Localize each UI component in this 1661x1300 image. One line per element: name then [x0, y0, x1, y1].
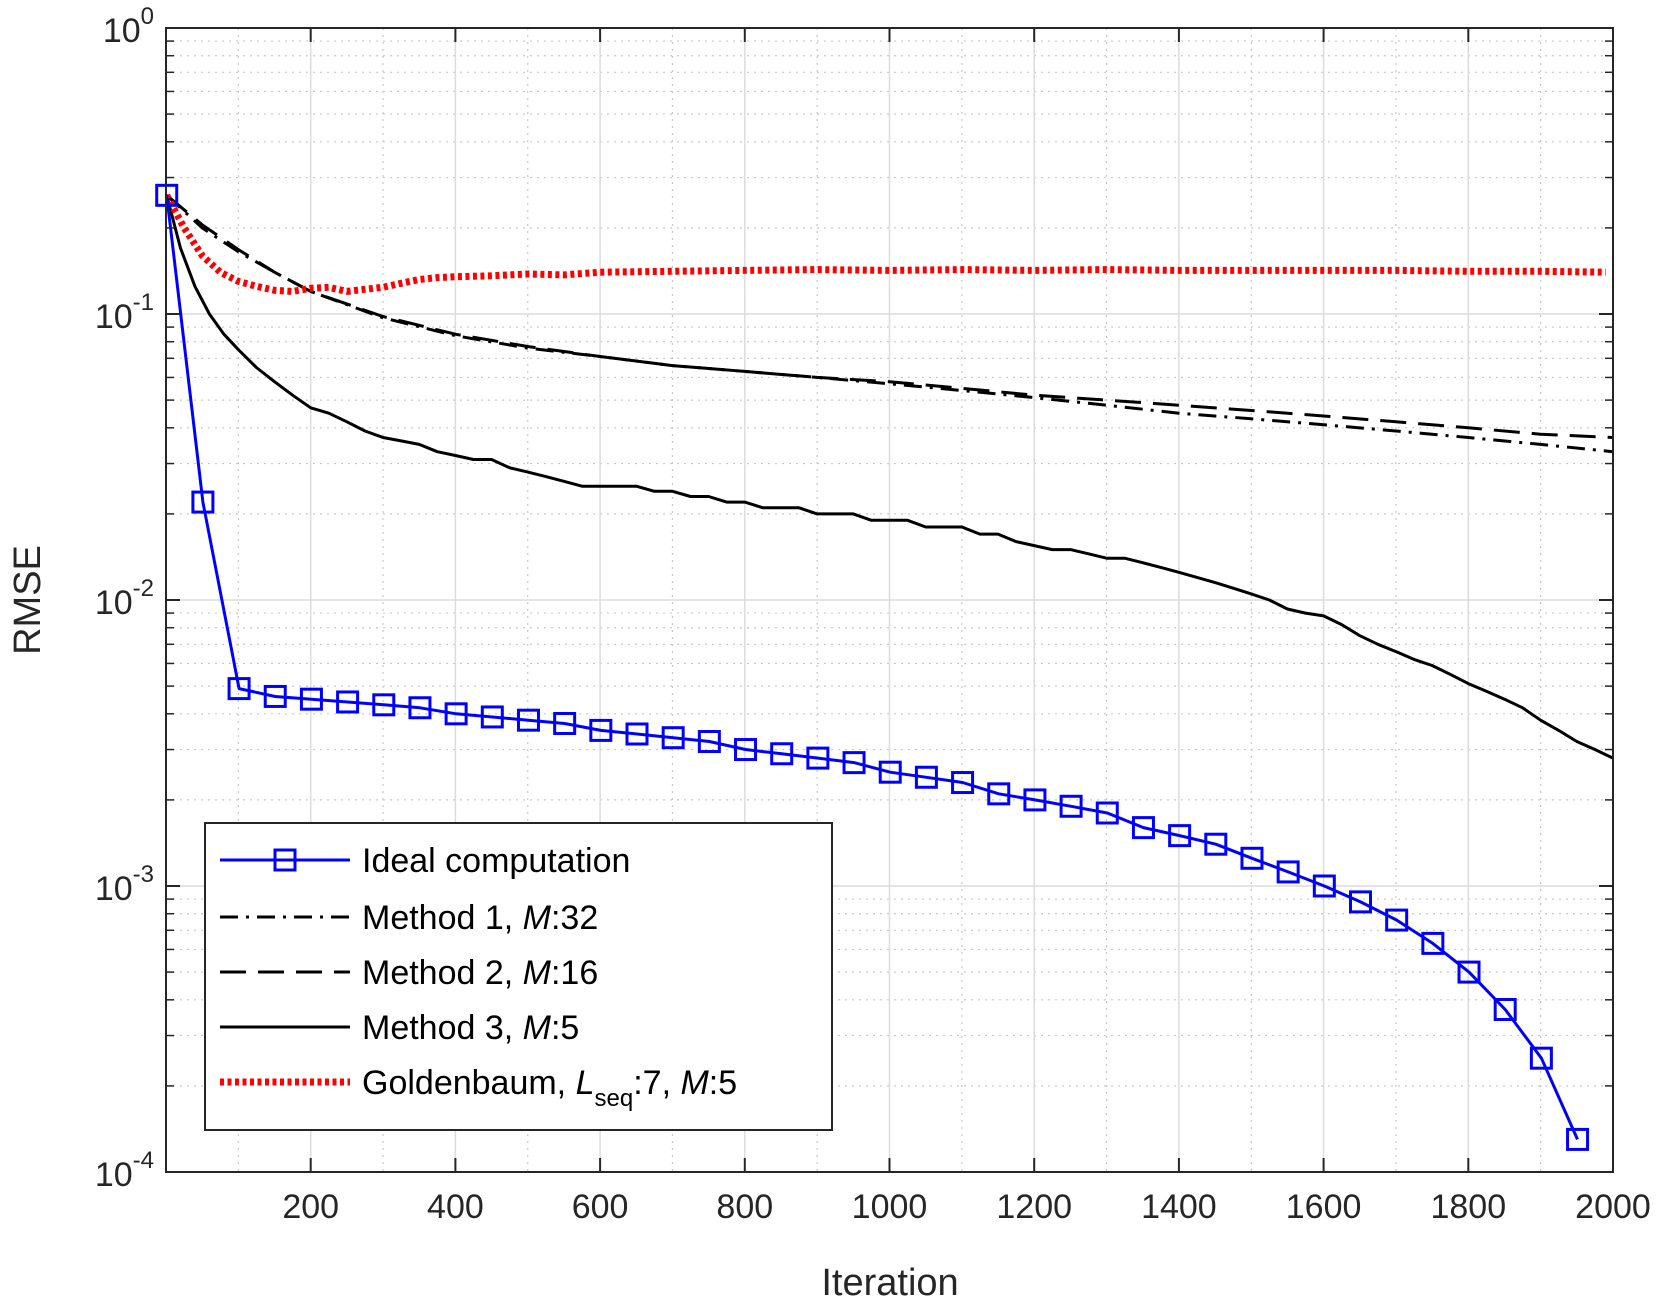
data-point-ideal	[1457, 960, 1481, 984]
data-point-ideal	[1168, 824, 1192, 848]
legend-samples	[220, 848, 350, 1086]
data-point-ideal	[1276, 860, 1300, 884]
legend-label-goldenbaum: Goldenbaum, Lseq:7, M:5	[362, 1064, 737, 1112]
data-point-ideal	[951, 771, 975, 795]
data-point-ideal	[661, 726, 685, 750]
data-point-ideal	[878, 760, 902, 784]
data-point-ideal	[444, 702, 468, 726]
y-tick-label: 10-2	[95, 575, 154, 622]
data-point-ideal	[914, 765, 938, 789]
data-point-ideal	[1095, 801, 1119, 825]
x-axis-label: Iteration	[821, 1262, 958, 1300]
legend-label-method-3: Method 3, M:5	[362, 1009, 579, 1047]
y-tick-label: 10-4	[95, 1147, 154, 1194]
x-tick-label: 400	[427, 1188, 484, 1226]
data-point-ideal	[227, 677, 251, 701]
y-tick-label: 100	[103, 3, 154, 50]
series-line-ideal	[166, 195, 1579, 1141]
series-layer	[155, 183, 1613, 1151]
y-tick-label: 10-3	[95, 861, 154, 908]
data-point-ideal	[1312, 874, 1336, 898]
x-tick-label: 1200	[996, 1188, 1072, 1226]
data-point-ideal	[1131, 816, 1155, 840]
data-point-ideal	[372, 693, 396, 717]
x-tick-label: 800	[716, 1188, 773, 1226]
data-point-ideal	[1059, 794, 1083, 818]
series-line-method-3	[166, 194, 1613, 760]
data-point-ideal	[1566, 1127, 1590, 1151]
legend-label-ideal: Ideal computation	[362, 842, 630, 880]
data-point-ideal	[1348, 890, 1372, 914]
data-point-ideal	[806, 746, 830, 770]
series-line-method-2	[166, 194, 1613, 439]
data-point-ideal	[1204, 832, 1228, 856]
data-point-ideal	[1529, 1046, 1553, 1070]
data-point-ideal	[553, 711, 577, 735]
y-axis-label: RMSE	[7, 545, 49, 655]
data-point-ideal	[299, 687, 323, 711]
series-line-goldenbaum	[166, 193, 1606, 295]
data-point-ideal	[1493, 997, 1517, 1021]
data-point-ideal	[589, 718, 613, 742]
x-tick-label: 1400	[1141, 1188, 1217, 1226]
data-point-ideal	[263, 684, 287, 708]
y-tick-label: 10-1	[95, 289, 154, 336]
x-tick-label: 1000	[852, 1188, 928, 1226]
legend-marker-ideal	[273, 848, 297, 872]
x-tick-label: 200	[282, 1188, 339, 1226]
data-point-ideal	[1023, 788, 1047, 812]
data-point-ideal	[987, 782, 1011, 806]
data-point-ideal	[842, 751, 866, 775]
legend: Ideal computation Method 1, M:32 Method …	[204, 822, 833, 1131]
data-point-ideal	[625, 722, 649, 746]
data-point-ideal	[336, 690, 360, 714]
x-tick-label: 2000	[1575, 1188, 1651, 1226]
grid	[166, 27, 1614, 1173]
data-point-ideal	[1421, 931, 1445, 955]
data-point-ideal	[1385, 908, 1409, 932]
legend-box	[204, 822, 833, 1131]
data-point-ideal	[191, 490, 215, 514]
data-point-ideal	[734, 738, 758, 762]
data-point-ideal	[516, 708, 540, 732]
data-point-ideal	[1240, 846, 1264, 870]
data-point-ideal	[480, 705, 504, 729]
data-point-ideal	[408, 696, 432, 720]
axis-ticks: 200 400 600 800 1000 1200 1400 1600 1800 2000 100 1…	[95, 3, 1651, 1226]
x-tick-label: 1800	[1430, 1188, 1506, 1226]
legend-label-method-1: Method 1, M:32	[362, 899, 598, 937]
x-tick-label: 1600	[1286, 1188, 1362, 1226]
data-point-ideal	[770, 742, 794, 766]
data-point-ideal	[697, 730, 721, 754]
legend-label-method-2: Method 2, M:16	[362, 954, 598, 992]
x-tick-label: 600	[572, 1188, 629, 1226]
